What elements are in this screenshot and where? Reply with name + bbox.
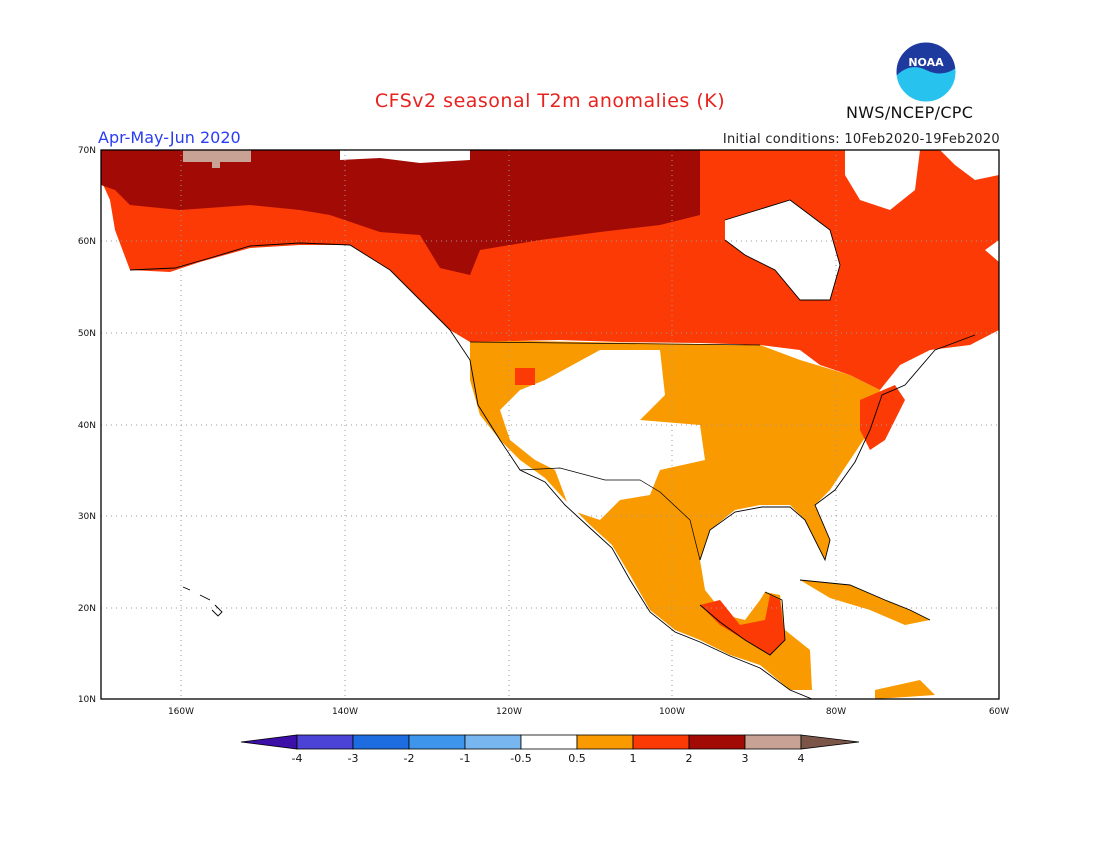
lon-label: 80W [826, 707, 846, 717]
lon-label: 140W [332, 707, 358, 717]
noaa-logo: NOAA [894, 40, 958, 108]
colorbar: -4 -3 -2 -1 -0.5 0.5 1 2 3 4 [240, 734, 860, 765]
colorbar-swatch [464, 734, 522, 750]
colorbar-swatch [520, 734, 578, 750]
lon-label: 160W [168, 707, 194, 717]
colorbar-swatch [688, 734, 746, 750]
lon-labels: 160W 140W 120W 100W 80W 60W [168, 707, 1009, 717]
colorbar-label: -1 [460, 752, 471, 765]
anomaly-fields [101, 150, 999, 699]
colorbar-label: 4 [798, 752, 805, 765]
lon-label: 120W [496, 707, 522, 717]
colorbar-label: -4 [292, 752, 303, 765]
colorbar-label: 0.5 [568, 752, 586, 765]
lat-label: 70N [78, 146, 96, 156]
logo-text: NOAA [908, 56, 944, 69]
lat-label: 60N [78, 237, 96, 247]
colorbar-swatch [632, 734, 690, 750]
colorbar-label: 3 [742, 752, 749, 765]
colorbar-swatch [408, 734, 466, 750]
colorbar-label: -2 [404, 752, 415, 765]
map-frame [100, 149, 1000, 700]
lat-label: 40N [78, 421, 96, 431]
lat-label: 50N [78, 329, 96, 339]
colorbar-swatch [744, 734, 802, 750]
lon-label: 60W [989, 707, 1009, 717]
colorbar-label: 2 [686, 752, 693, 765]
colorbar-label: -0.5 [510, 752, 531, 765]
colorbar-swatch [352, 734, 410, 750]
colorbar-swatch [296, 734, 354, 750]
lon-label: 100W [659, 707, 685, 717]
anomaly-region-neutral [500, 350, 705, 520]
lat-label: 30N [78, 512, 96, 522]
colorbar-label: 1 [630, 752, 637, 765]
anomaly-region-darkred [101, 150, 700, 275]
map-title: CFSv2 seasonal T2m anomalies (K) [374, 90, 726, 112]
season-label: Apr-May-Jun 2020 [98, 128, 241, 147]
anomaly-region-caribbean [800, 580, 930, 625]
anomaly-region-tan [183, 150, 251, 162]
colorbar-max-arrow [800, 734, 860, 750]
initial-conditions-label: Initial conditions: 10Feb2020-19Feb2020 [722, 132, 1000, 147]
organization-label: NWS/NCEP/CPC [846, 103, 974, 122]
coastlines [129, 199, 976, 699]
colorbar-label: -3 [348, 752, 359, 765]
lat-label: 10N [78, 695, 96, 705]
lat-label: 20N [78, 604, 96, 614]
colorbar-min-arrow [240, 734, 298, 750]
lat-labels: 70N 60N 50N 40N 30N 20N 10N [78, 146, 96, 705]
colorbar-swatch [576, 734, 634, 750]
